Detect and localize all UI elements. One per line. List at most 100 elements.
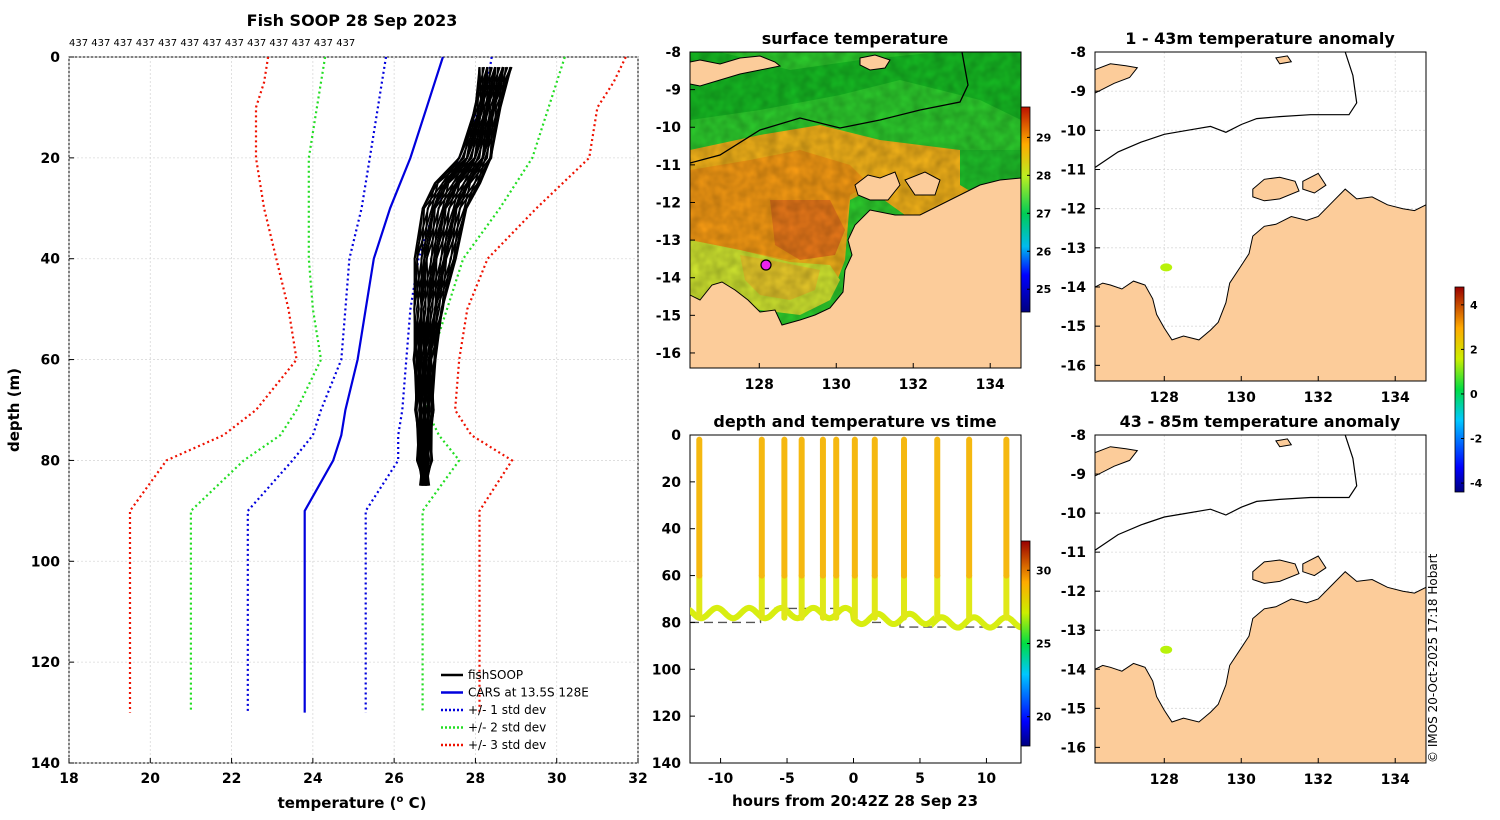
- y-tick-label-100: 100: [31, 554, 60, 570]
- cobourg-peninsula: [1302, 172, 1327, 194]
- profile-legend: fishSOOP CARS at 13.5S 128E +/- 1 std dev +…: [441, 668, 589, 752]
- y-tick-label-120: 120: [31, 655, 60, 671]
- profile-x-label: temperature (o C): [278, 794, 427, 812]
- cobourg-peninsula: [1302, 555, 1327, 577]
- ship-position-marker: [760, 259, 772, 271]
- cbar-tick-25: 25: [1036, 283, 1051, 296]
- map-y-tick--15: -15: [1061, 701, 1086, 717]
- map-y-tick--11: -11: [1061, 163, 1086, 179]
- profile-count-11: 437: [314, 38, 336, 49]
- map-x-tick-130: 130: [1227, 390, 1256, 406]
- chart-title: Fish SOOP 28 Sep 2023: [247, 11, 458, 30]
- dt-y-tick-60: 60: [662, 569, 682, 585]
- y-tick-label-20: 20: [41, 151, 61, 167]
- series-cars-at-13-5s-128e: [303, 56, 444, 713]
- depth-time-title: depth and temperature vs time: [713, 412, 996, 431]
- dt-x-tick--10: -10: [708, 771, 734, 787]
- anomaly-1-x-ticks: 128 130 132 134: [1150, 376, 1410, 406]
- legend-label-3: +/- 2 std dev: [468, 721, 546, 735]
- island-north: [1275, 55, 1293, 65]
- cbar-tick-30: 30: [1036, 564, 1052, 577]
- legend-label-2: +/- 1 std dev: [468, 703, 546, 717]
- map-y-tick--9: -9: [1070, 84, 1086, 100]
- map-y-tick--10: -10: [656, 120, 682, 136]
- profile-count-9: 437: [269, 38, 291, 49]
- profile-count-6: 437: [203, 38, 225, 49]
- anomaly-1-43m-title: 1 - 43m temperature anomaly: [1125, 29, 1395, 48]
- map-y-tick--11: -11: [656, 158, 681, 174]
- depth-time-x-label: hours from 20:42Z 28 Sep 23: [732, 792, 978, 810]
- anomaly-map-1-43m: 1 - 43m temperature anomaly 128 130 132 134…: [1061, 29, 1427, 406]
- cbar-tick-0: 0: [1470, 388, 1478, 401]
- depth-time-colorbar-ticks: 20 25 30: [1027, 564, 1052, 724]
- series--1-std: [364, 56, 493, 713]
- legend-label-1: CARS at 13.5S 128E: [468, 686, 589, 700]
- map-x-tick-130: 130: [1227, 772, 1256, 788]
- profile-count-row: 437 437 437 437 437 437 437 437 437 437 …: [69, 38, 355, 49]
- legend-label-0: fishSOOP: [468, 668, 523, 682]
- dt-y-tick-120: 120: [652, 709, 681, 725]
- dt-y-tick-20: 20: [662, 475, 682, 491]
- anomaly-colorbar-ticks: -4 -2 0 2 4: [1461, 299, 1483, 490]
- profile-y-label: depth (m): [5, 368, 23, 452]
- map-x-tick-130: 130: [822, 377, 851, 393]
- dt-x-tick--5: -5: [779, 771, 795, 787]
- profile-count-3: 437: [136, 38, 158, 49]
- tiwi-islands: [1252, 559, 1300, 584]
- profile-count-5: 437: [180, 38, 202, 49]
- sst-field: [690, 52, 1021, 368]
- series--1-std: [246, 56, 388, 713]
- x-tick-label-26: 26: [384, 771, 403, 787]
- map-y-tick--14: -14: [1061, 662, 1087, 678]
- anomaly-43-85m-title: 43 - 85m temperature anomaly: [1120, 412, 1401, 431]
- cbar-tick--4: -4: [1470, 477, 1483, 490]
- mainland-coast: [1095, 188, 1426, 381]
- map-y-tick--16: -16: [656, 346, 681, 362]
- sst-y-ticks: -8 -9 -10 -11 -12 -13 -14 -15 -16: [656, 45, 695, 362]
- map-y-tick--10: -10: [1061, 506, 1087, 522]
- cbar-tick-2: 2: [1470, 343, 1478, 356]
- dt-y-tick-100: 100: [652, 662, 681, 678]
- sst-colorbar: [1020, 106, 1031, 313]
- map-y-tick--16: -16: [1061, 740, 1086, 756]
- map-x-tick-128: 128: [1150, 772, 1179, 788]
- anomaly-colorbar: [1454, 286, 1465, 493]
- profile-y-ticks: 0 20 40 60 80 100 120 140: [31, 50, 74, 772]
- cbar-tick-27: 27: [1036, 207, 1051, 220]
- x-tick-label-18: 18: [59, 771, 78, 787]
- cbar-tick--2: -2: [1470, 433, 1482, 446]
- profile-count-12: 437: [336, 38, 355, 49]
- series--2-std: [189, 56, 327, 713]
- profile-count-1: 437: [91, 38, 113, 49]
- profile-count-0: 437: [69, 38, 91, 49]
- sst-x-ticks: 128 130 132 134: [745, 363, 1005, 393]
- anomaly-1-y-ticks: -8 -9 -10 -11 -12 -13 -14 -15 -16: [1061, 45, 1100, 374]
- map-y-tick--12: -12: [1061, 202, 1086, 218]
- legend-label-4: +/- 3 std dev: [468, 738, 546, 752]
- map-y-tick--14: -14: [656, 271, 682, 287]
- dt-y-tick-0: 0: [671, 428, 681, 444]
- y-tick-label-80: 80: [41, 453, 61, 469]
- surface-temperature-map: surface temperature 128 130 132 134 -8 -9 -10…: [656, 29, 1052, 393]
- x-tick-label-32: 32: [628, 771, 647, 787]
- map-x-tick-134: 134: [1381, 390, 1410, 406]
- map-y-tick--12: -12: [1061, 584, 1086, 600]
- x-tick-label-24: 24: [303, 771, 323, 787]
- map-x-tick-128: 128: [1150, 390, 1179, 406]
- isobath-contour: [1095, 435, 1358, 551]
- map-y-tick--8: -8: [665, 45, 681, 61]
- map-x-tick-132: 132: [899, 377, 928, 393]
- cbar-tick-25: 25: [1036, 638, 1051, 651]
- profile-axes-frame: [68, 56, 639, 764]
- map-y-tick--8: -8: [1070, 428, 1086, 444]
- x-tick-label-22: 22: [222, 771, 241, 787]
- y-tick-label-0: 0: [50, 50, 60, 66]
- map-y-tick--11: -11: [1061, 545, 1086, 561]
- x-tick-label-28: 28: [466, 771, 485, 787]
- sst-colorbar-ticks: 25 26 27 28 29: [1027, 131, 1052, 296]
- profile-count-2: 437: [114, 38, 136, 49]
- y-tick-label-140: 140: [31, 756, 60, 772]
- map-y-tick--15: -15: [656, 308, 681, 324]
- map-y-tick--9: -9: [665, 83, 681, 99]
- mainland-coast: [1095, 571, 1426, 763]
